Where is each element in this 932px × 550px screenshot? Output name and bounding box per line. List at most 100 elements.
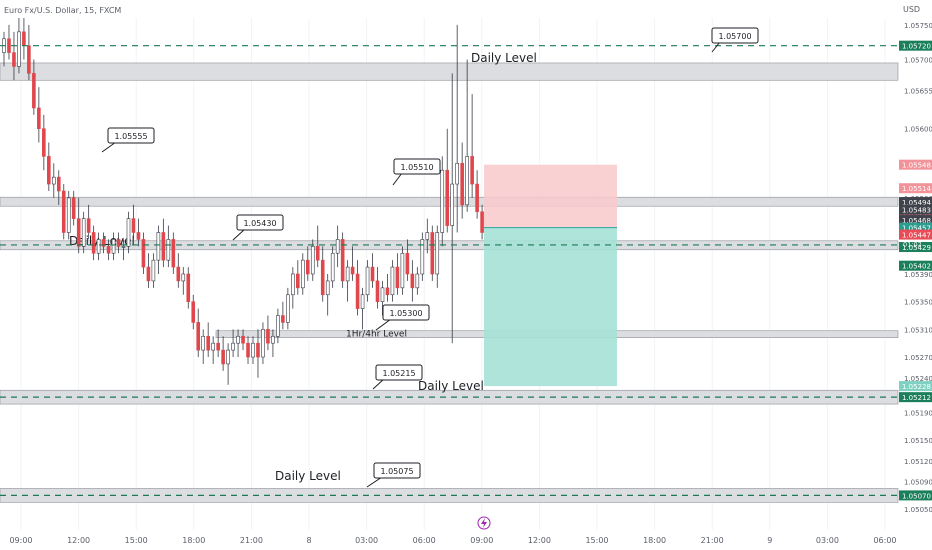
callout-1-05075[interactable]: 1.05075 xyxy=(366,462,421,488)
price-tag[interactable]: 1.05212 xyxy=(899,392,932,403)
candle xyxy=(415,273,420,289)
candle xyxy=(81,218,86,247)
callouts-layer[interactable]: 1.05700 1.05555 1.05510 1.05430 1.05300 1.052… xyxy=(101,27,759,488)
callout-1-05700[interactable]: 1.05700 xyxy=(711,27,759,53)
price-tag-bg xyxy=(899,197,932,208)
time-tick: 06:00 xyxy=(413,536,436,545)
callout-1-05300[interactable]: 1.05300 xyxy=(375,304,430,331)
price-tag-text: 1.05468 xyxy=(902,217,931,225)
price-tag[interactable]: 1.05402 xyxy=(899,260,932,271)
callout-box xyxy=(107,127,155,144)
price-tag[interactable]: 1.05468 xyxy=(899,215,932,226)
price-tag[interactable]: 1.05548 xyxy=(899,159,932,170)
candle xyxy=(360,294,365,309)
price-tag[interactable]: 1.05457 xyxy=(899,222,932,233)
time-tick: 21:00 xyxy=(240,536,263,545)
price-tag[interactable]: 1.05447 xyxy=(899,229,932,240)
candle xyxy=(86,218,91,233)
candle xyxy=(385,287,390,296)
candle xyxy=(296,273,300,289)
candle xyxy=(246,342,250,358)
candle xyxy=(71,197,76,219)
candle xyxy=(226,349,230,365)
candle xyxy=(370,266,375,282)
price-tag[interactable]: 1.05228 xyxy=(899,381,932,392)
callout-box xyxy=(711,27,759,44)
daily-level-zone xyxy=(0,389,899,405)
candle xyxy=(465,156,469,206)
candle xyxy=(286,294,290,323)
price-tick: 1.05655 xyxy=(904,88,932,96)
price-tag[interactable]: 1.05070 xyxy=(899,490,932,501)
grid-layer xyxy=(20,18,886,530)
price-tick: 1.05190 xyxy=(904,409,932,417)
callout-pointer xyxy=(375,318,392,331)
time-tick: 03:00 xyxy=(355,536,378,545)
daily-level-zone xyxy=(0,488,899,503)
callout-1-05215[interactable]: 1.05215 xyxy=(372,364,423,390)
candle xyxy=(221,349,225,365)
price-tag-bg xyxy=(899,222,932,233)
price-tick: 1.05600 xyxy=(904,126,932,134)
price-tag[interactable]: 1.05720 xyxy=(899,40,932,51)
candle xyxy=(276,315,280,337)
time-tick: 12:00 xyxy=(528,536,551,545)
price-tag[interactable]: 1.05514 xyxy=(899,183,932,194)
price-tick: 1.05350 xyxy=(904,299,932,307)
candle xyxy=(355,273,360,309)
candle xyxy=(450,183,455,226)
price-tag-text: 1.05548 xyxy=(902,162,931,170)
candle xyxy=(236,335,240,344)
price-tag-bg xyxy=(899,159,932,170)
price-tag[interactable]: 1.05429 xyxy=(899,242,932,253)
candle xyxy=(320,259,325,296)
daily-level-zone xyxy=(0,62,899,81)
candle xyxy=(181,273,186,282)
candle xyxy=(22,31,26,46)
price-tag-text: 1.05402 xyxy=(902,263,931,271)
candle xyxy=(201,335,205,351)
callout-pointer xyxy=(366,476,383,488)
candle xyxy=(256,342,260,358)
candle xyxy=(141,239,146,268)
price-tag-text: 1.05212 xyxy=(902,394,931,402)
reward-zone[interactable] xyxy=(484,227,617,387)
callout-1-05510[interactable]: 1.05510 xyxy=(392,158,441,186)
candle xyxy=(66,197,71,233)
price-tag[interactable]: 1.05483 xyxy=(899,204,932,215)
candle xyxy=(42,128,46,157)
candle xyxy=(400,252,405,289)
levels-layer xyxy=(0,45,898,497)
candle xyxy=(91,232,96,254)
price-axis[interactable]: 1.057501.057001.056551.056001.055501.055… xyxy=(899,22,932,514)
position-tool[interactable] xyxy=(484,164,617,387)
candle xyxy=(390,266,395,296)
price-tag-text: 1.05514 xyxy=(902,185,931,193)
callout-1-05555[interactable]: 1.05555 xyxy=(101,127,155,153)
candle xyxy=(261,329,265,358)
candle xyxy=(12,52,16,67)
hr-level-label: 1Hr/4hr Level xyxy=(346,330,407,340)
candle xyxy=(330,252,335,282)
callout-pointer xyxy=(711,41,721,53)
time-axis[interactable]: 09:00 12:00 15:00 18:00 21:00 8 03:00 06:00 09:0… xyxy=(9,536,896,545)
price-tag-text: 1.05070 xyxy=(902,492,931,500)
time-tick: 09:00 xyxy=(9,536,32,545)
callout-price: 1.05075 xyxy=(380,467,413,476)
candle xyxy=(445,169,450,226)
risk-zone[interactable] xyxy=(484,164,617,228)
candle xyxy=(191,301,196,323)
daily-level-label: Daily Level xyxy=(471,51,537,65)
lightning-icon[interactable] xyxy=(477,516,491,530)
callout-1-05430[interactable]: 1.05430 xyxy=(232,214,284,241)
callout-box xyxy=(382,304,430,321)
candle xyxy=(281,315,285,323)
price-tag[interactable]: 1.05494 xyxy=(899,197,932,208)
candle xyxy=(266,329,270,344)
time-tick: 09:00 xyxy=(470,536,493,545)
candle xyxy=(56,176,61,192)
candle xyxy=(161,232,166,261)
price-tag-text: 1.05483 xyxy=(902,207,931,215)
